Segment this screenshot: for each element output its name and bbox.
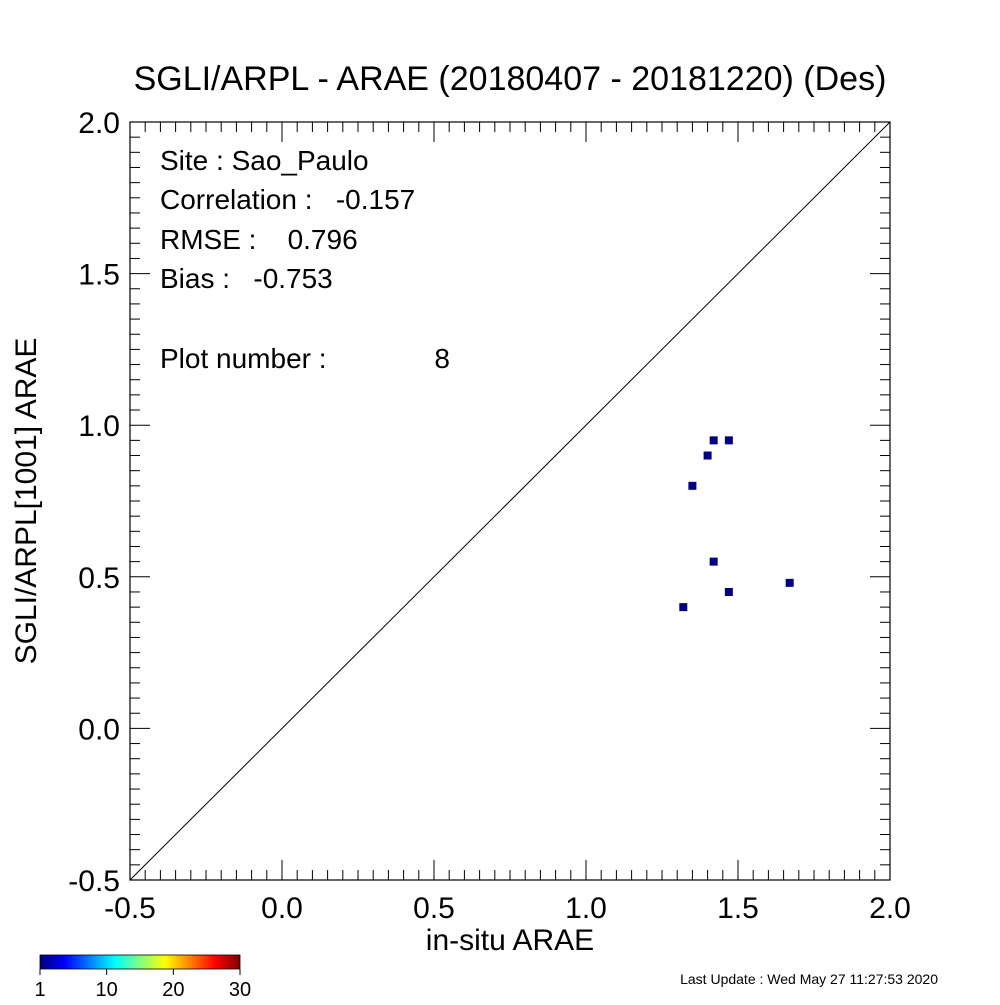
y-tick-label: 0.0 (78, 713, 120, 746)
axes-layer: -0.5 0.0 0.5 1.0 1.5 2.0 -0.5 0.0 0.5 1.0 1.5 2.0 (68, 107, 911, 925)
stat-plot-number-label: Plot number : (160, 343, 327, 374)
data-point (679, 603, 688, 612)
plot-frame (129, 121, 891, 881)
data-point (688, 481, 697, 490)
colorbar-tick-label: 1 (34, 979, 45, 1000)
x-tick-label: 0.5 (413, 892, 455, 925)
stat-site: Site : Sao_Paulo (160, 145, 369, 176)
data-point (785, 578, 794, 587)
y-tick-label: 2.0 (78, 107, 120, 140)
x-tick-label: 2.0 (869, 892, 911, 925)
x-tick-label: 0.0 (261, 892, 303, 925)
one-to-one-line (129, 121, 891, 881)
data-point (709, 436, 718, 445)
colorbar-gradient (39, 954, 241, 970)
x-tick-label: -0.5 (104, 892, 156, 925)
x-axis-title: in-situ ARAE (426, 924, 594, 957)
x-tick-label: 1.0 (565, 892, 607, 925)
x-tick-label: 1.5 (717, 892, 759, 925)
data-point (724, 587, 733, 596)
y-tick-label: -0.5 (68, 865, 120, 898)
stat-plot-number-value: 8 (434, 343, 450, 374)
stats-box: Site : Sao_Paulo Correlation : -0.157 RM… (160, 145, 450, 374)
points-layer (679, 436, 794, 612)
data-point (724, 436, 733, 445)
colorbar-tick-label: 20 (162, 979, 184, 1000)
y-axis-title: SGLI/ARPL[1001] ARAE (10, 338, 43, 665)
y-tick-label: 1.5 (78, 259, 120, 292)
colorbar-tick-label: 30 (229, 979, 251, 1000)
data-point (703, 451, 712, 460)
stat-bias: Bias : -0.753 (160, 263, 333, 294)
chart-title: SGLI/ARPL - ARAE (20180407 - 20181220) (… (134, 60, 887, 98)
stat-correlation: Correlation : -0.157 (160, 184, 415, 215)
data-point (709, 557, 718, 566)
stat-rmse: RMSE : 0.796 (160, 224, 358, 255)
y-tick-label: 0.5 (78, 562, 120, 595)
colorbar-ticks: 1 10 20 30 (34, 969, 251, 1001)
y-tick-label: 1.0 (78, 410, 120, 443)
colorbar-tick-label: 10 (96, 979, 118, 1000)
colorbar: 1 10 20 30 (34, 954, 251, 1001)
last-update: Last Update : Wed May 27 11:27:53 2020 (680, 971, 938, 987)
